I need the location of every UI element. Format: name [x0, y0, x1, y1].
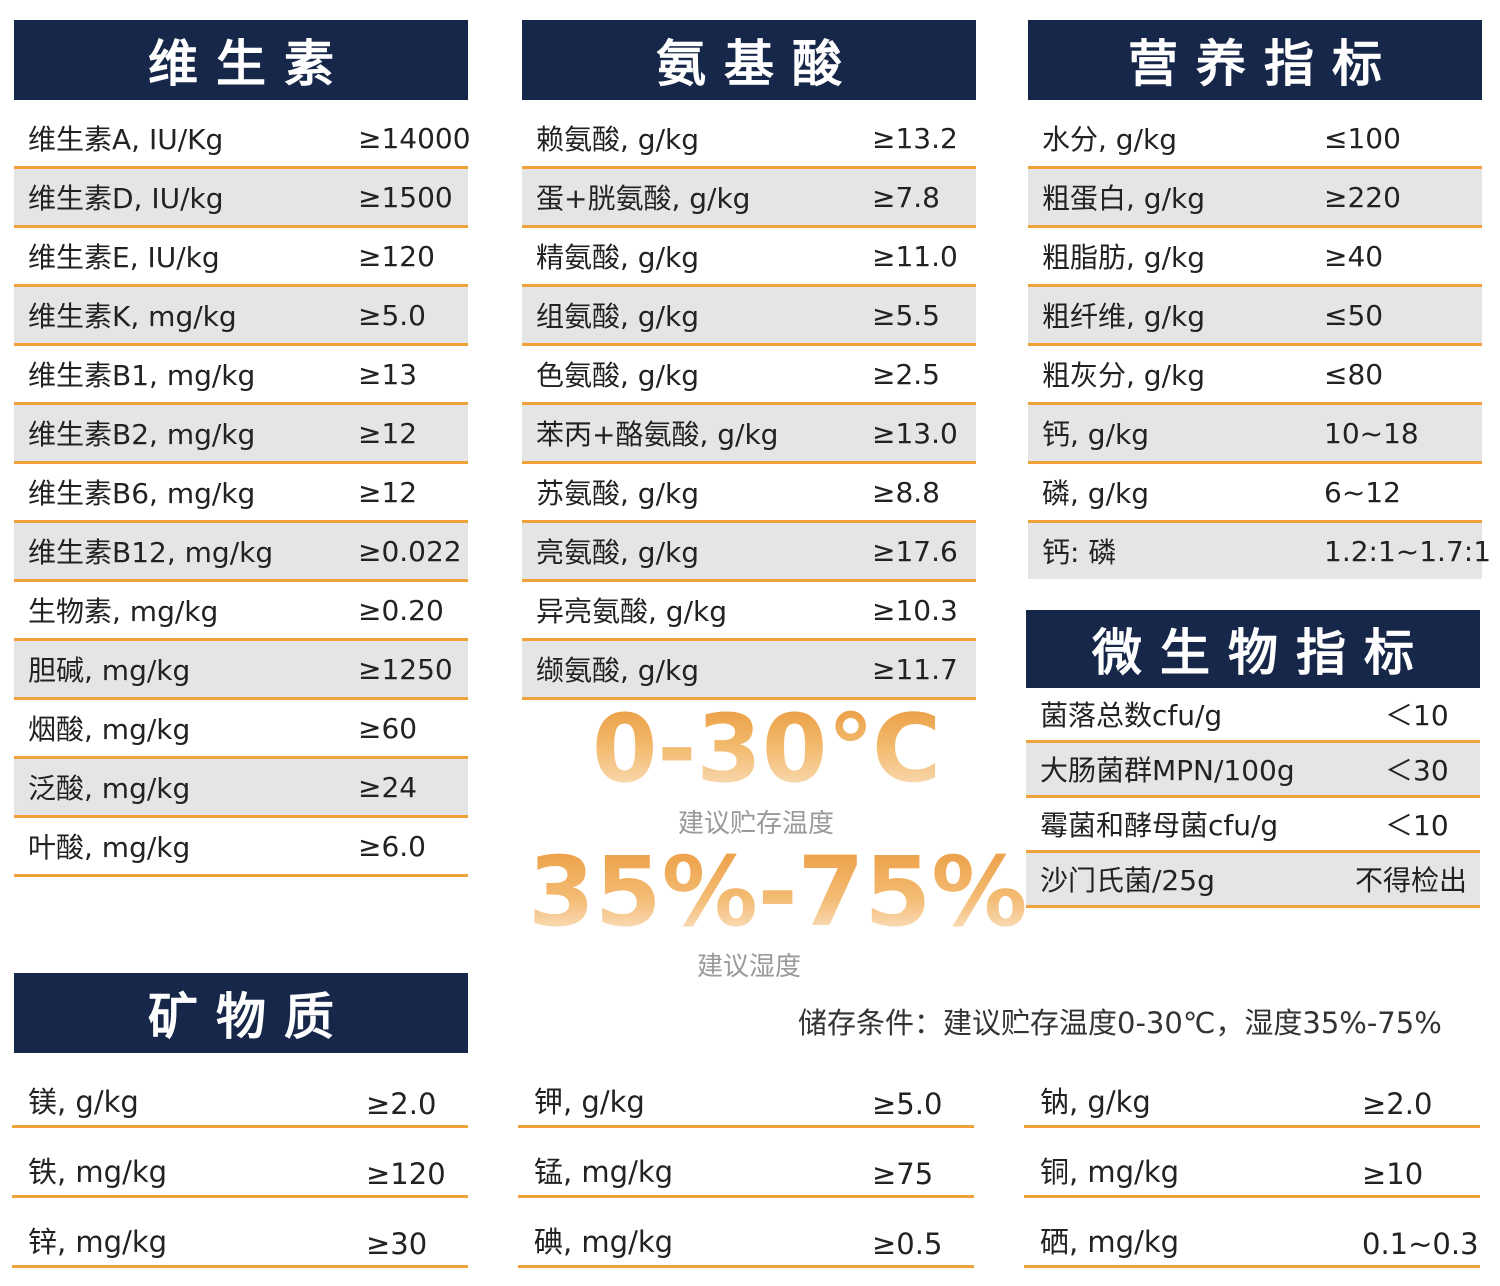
microbes-panel: 微生物指标 菌落总数cfu/g ＜10 大肠菌群MPN/100g ＜30 霉菌和酵母… — [1026, 610, 1480, 908]
table-row: 精氨酸, g/kg ≥11.0 — [522, 228, 976, 287]
table-row: 粗蛋白, g/kg ≥220 — [1028, 169, 1482, 228]
table-row: 锰, mg/kg ≥75 — [518, 1128, 974, 1198]
table-row: 钙, g/kg 10~18 — [1028, 405, 1482, 464]
amino-acids-panel: 氨基酸 赖氨酸, g/kg ≥13.2 蛋+胱氨酸, g/kg ≥7.8 精氨酸, … — [522, 20, 976, 700]
table-row: 粗脂肪, g/kg ≥40 — [1028, 228, 1482, 287]
table-row: 泛酸, mg/kg ≥24 — [14, 759, 468, 818]
table-row: 锌, mg/kg ≥30 — [12, 1198, 468, 1268]
table-row: 赖氨酸, g/kg ≥13.2 — [522, 110, 976, 169]
table-row: 磷, g/kg 6~12 — [1028, 464, 1482, 523]
table-row: 铜, mg/kg ≥10 — [1024, 1128, 1480, 1198]
microbes-table: 菌落总数cfu/g ＜10 大肠菌群MPN/100g ＜30 霉菌和酵母菌cfu/g… — [1026, 688, 1480, 908]
table-row: 缬氨酸, g/kg ≥11.7 — [522, 641, 976, 700]
nutrition-header: 营养指标 — [1028, 20, 1482, 100]
table-row: 苏氨酸, g/kg ≥8.8 — [522, 464, 976, 523]
table-row: 大肠菌群MPN/100g ＜30 — [1026, 743, 1480, 798]
table-row: 组氨酸, g/kg ≥5.5 — [522, 287, 976, 346]
table-row: 叶酸, mg/kg ≥6.0 — [14, 818, 468, 877]
table-row: 粗纤维, g/kg ≤50 — [1028, 287, 1482, 346]
nutrition-table: 水分, g/kg ≤100 粗蛋白, g/kg ≥220 粗脂肪, g/kg ≥40 … — [1028, 110, 1491, 579]
table-row: 钙: 磷 1.2:1~1.7:1 — [1028, 523, 1491, 579]
table-row: 维生素B2, mg/kg ≥12 — [14, 405, 468, 464]
microbes-header: 微生物指标 — [1026, 610, 1480, 688]
table-row: 粗灰分, g/kg ≤80 — [1028, 346, 1482, 405]
minerals-column-2: 钾, g/kg ≥5.0 锰, mg/kg ≥75 碘, mg/kg ≥0.5 — [518, 1058, 974, 1268]
table-row: 钾, g/kg ≥5.0 — [518, 1058, 974, 1128]
table-row: 维生素D, IU/kg ≥1500 — [14, 169, 468, 228]
minerals-column-3: 钠, g/kg ≥2.0 铜, mg/kg ≥10 硒, mg/kg 0.1~0.3 — [1024, 1058, 1480, 1268]
table-row: 胆碱, mg/kg ≥1250 — [14, 641, 468, 700]
amino-acids-header: 氨基酸 — [522, 20, 976, 100]
nutrition-panel: 营养指标 水分, g/kg ≤100 粗蛋白, g/kg ≥220 粗脂肪, g/k… — [1028, 20, 1491, 579]
table-row: 色氨酸, g/kg ≥2.5 — [522, 346, 976, 405]
table-row: 钠, g/kg ≥2.0 — [1024, 1058, 1480, 1128]
storage-humidity: 35%-75% — [528, 836, 1028, 948]
table-row: 异亮氨酸, g/kg ≥10.3 — [522, 582, 976, 641]
table-row: 碘, mg/kg ≥0.5 — [518, 1198, 974, 1268]
storage-temperature: 0-30℃ — [592, 695, 942, 804]
table-row: 维生素B1, mg/kg ≥13 — [14, 346, 468, 405]
table-row: 沙门氏菌/25g 不得检出 — [1026, 853, 1480, 908]
table-row: 菌落总数cfu/g ＜10 — [1026, 688, 1480, 743]
table-row: 镁, g/kg ≥2.0 — [12, 1058, 468, 1128]
table-row: 维生素E, IU/kg ≥120 — [14, 228, 468, 287]
table-row: 亮氨酸, g/kg ≥17.6 — [522, 523, 976, 582]
table-row: 维生素B12, mg/kg ≥0.022 — [14, 523, 468, 582]
minerals-column-1: 镁, g/kg ≥2.0 铁, mg/kg ≥120 锌, mg/kg ≥30 — [12, 1058, 468, 1268]
vitamins-table: 维生素A, IU/Kg ≥14000 维生素D, IU/kg ≥1500 维生素E,… — [14, 110, 471, 877]
table-row: 维生素K, mg/kg ≥5.0 — [14, 287, 468, 346]
table-row: 铁, mg/kg ≥120 — [12, 1128, 468, 1198]
table-row: 生物素, mg/kg ≥0.20 — [14, 582, 468, 641]
table-row: 维生素A, IU/Kg ≥14000 — [14, 110, 471, 169]
table-row: 硒, mg/kg 0.1~0.3 — [1024, 1198, 1480, 1268]
vitamins-header: 维生素 — [14, 20, 468, 100]
storage-temperature-caption: 建议贮存温度 — [678, 809, 835, 839]
vitamins-panel: 维生素 维生素A, IU/Kg ≥14000 维生素D, IU/kg ≥1500 维… — [14, 20, 471, 877]
storage-humidity-caption: 建议湿度 — [697, 952, 802, 982]
table-row: 苯丙+酪氨酸, g/kg ≥13.0 — [522, 405, 976, 464]
table-row: 烟酸, mg/kg ≥60 — [14, 700, 468, 759]
table-row: 维生素B6, mg/kg ≥12 — [14, 464, 468, 523]
table-row: 蛋+胱氨酸, g/kg ≥7.8 — [522, 169, 976, 228]
table-row: 霉菌和酵母菌cfu/g ＜10 — [1026, 798, 1480, 853]
minerals-header: 矿物质 — [14, 973, 468, 1053]
table-row: 水分, g/kg ≤100 — [1028, 110, 1482, 169]
storage-note: 储存条件：建议贮存温度0-30℃，湿度35%-75% — [798, 1006, 1442, 1040]
amino-acids-table: 赖氨酸, g/kg ≥13.2 蛋+胱氨酸, g/kg ≥7.8 精氨酸, g/kg… — [522, 110, 976, 700]
